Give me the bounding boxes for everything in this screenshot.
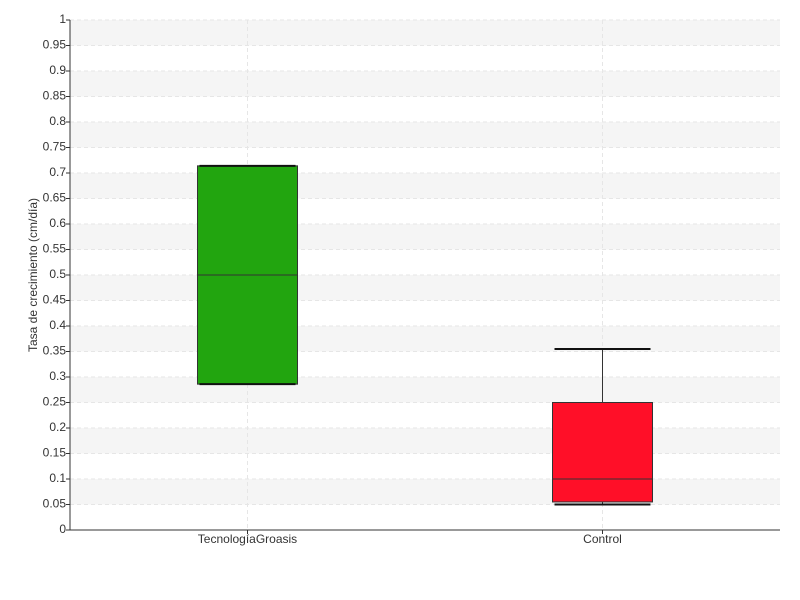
y-tick-label: 0.45 — [43, 293, 67, 307]
y-tick-label: 0.15 — [43, 446, 67, 460]
grid-band — [70, 122, 780, 148]
y-tick-label: 0.3 — [49, 369, 66, 383]
grid-band — [70, 173, 780, 199]
y-tick-label: 0.75 — [43, 140, 67, 154]
grid-band — [70, 275, 780, 301]
y-tick-label: 0.85 — [43, 89, 67, 103]
y-tick-label: 0.4 — [49, 318, 66, 332]
y-tick-label: 0.5 — [49, 267, 66, 281]
y-tick-label: 0.9 — [49, 63, 66, 77]
y-tick-label: 0.6 — [49, 216, 66, 230]
y-tick-label: 0.95 — [43, 38, 67, 52]
x-tick-label: Control — [583, 532, 622, 546]
y-axis-label: Tasa de crecimiento (cm/día) — [26, 198, 40, 352]
box — [552, 402, 653, 503]
grid-band — [70, 224, 780, 250]
y-tick-label: 0.2 — [49, 420, 66, 434]
grid-band — [70, 326, 780, 352]
y-tick-label: 0.65 — [43, 191, 67, 205]
x-tick-label: TecnologíaGroasis — [198, 532, 297, 546]
grid-band — [70, 20, 780, 46]
y-tick-label: 0.55 — [43, 242, 67, 256]
grid-band — [70, 479, 780, 505]
grid-band — [70, 428, 780, 454]
grid-band — [70, 377, 780, 403]
y-tick-label: 0.8 — [49, 114, 66, 128]
y-tick-label: 0.05 — [43, 497, 67, 511]
y-tick-label: 1 — [59, 12, 66, 26]
y-tick-label: 0.25 — [43, 395, 67, 409]
y-tick-label: 0 — [59, 522, 66, 536]
y-tick-label: 0.1 — [49, 471, 66, 485]
y-tick-label: 0.7 — [49, 165, 66, 179]
grid-band — [70, 71, 780, 97]
y-tick-label: 0.35 — [43, 344, 67, 358]
